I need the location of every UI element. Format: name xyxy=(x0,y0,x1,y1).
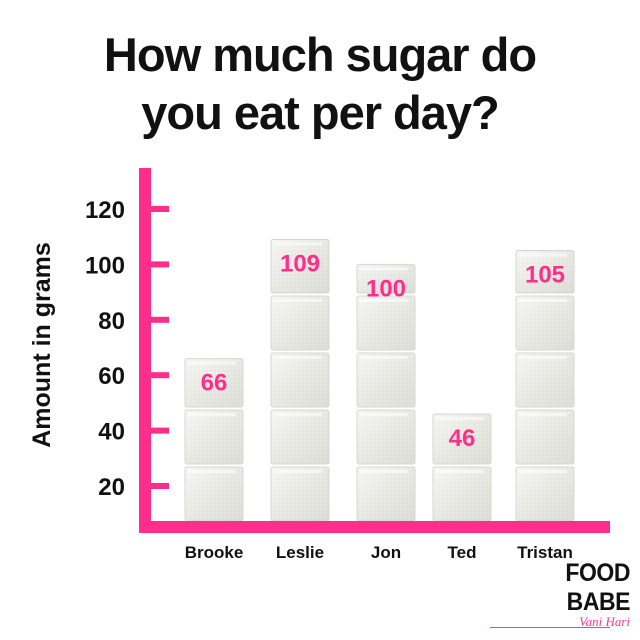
data-label: 66 xyxy=(201,370,228,397)
sugar-cube-texture xyxy=(272,468,328,520)
data-label: 109 xyxy=(280,250,320,277)
sugar-cube-highlight xyxy=(274,299,322,302)
sugar-cube-highlight xyxy=(188,470,236,473)
sugar-cube-highlight xyxy=(360,413,408,416)
brand-name: FOOD BABE xyxy=(565,559,630,616)
sugar-cube-texture xyxy=(186,468,242,520)
sugar-cube-texture xyxy=(272,411,328,463)
y-tick-label: 120 xyxy=(85,197,125,224)
sugar-cube-highlight xyxy=(274,242,322,246)
sugar-cube-highlight xyxy=(519,356,567,359)
x-tick-label: Tristan xyxy=(517,543,573,562)
x-tick-label: Jon xyxy=(371,543,401,562)
y-tick-label: 60 xyxy=(98,363,125,390)
sugar-cube-highlight xyxy=(519,413,567,416)
sugar-cube-texture xyxy=(186,411,242,463)
title-line-2: you eat per day? xyxy=(141,86,500,139)
sugar-cube-highlight xyxy=(360,299,408,302)
sugar-cube-texture xyxy=(358,411,414,463)
sugar-cube-texture xyxy=(186,359,242,406)
y-tick-mark xyxy=(145,483,169,489)
y-tick-mark xyxy=(145,427,169,434)
y-tick-label: 40 xyxy=(98,419,125,446)
sugar-cube-highlight xyxy=(274,470,322,473)
axes xyxy=(139,168,610,533)
sugar-cube-texture xyxy=(517,411,573,463)
sugar-cube-texture xyxy=(358,354,414,406)
sugar-cube-texture xyxy=(517,354,573,406)
y-axis-line xyxy=(139,168,151,533)
y-tick-label: 20 xyxy=(98,474,125,501)
x-tick-label: Leslie xyxy=(276,543,324,562)
sugar-cube-texture xyxy=(272,354,328,406)
x-axis-labels: Brooke Leslie Jon Ted Tristan xyxy=(185,543,573,562)
sugar-cube-highlight xyxy=(436,416,484,420)
sugar-cube-highlight xyxy=(436,470,484,473)
y-tick-label: 80 xyxy=(98,308,125,335)
sugar-cube-texture xyxy=(517,297,573,349)
sugar-cube-highlight xyxy=(360,267,408,271)
bar-ted xyxy=(432,413,492,522)
x-tick-label: Brooke xyxy=(185,543,244,562)
y-tick-label: 100 xyxy=(85,252,125,279)
bars-layer xyxy=(184,238,575,522)
sugar-cube-highlight xyxy=(519,253,567,257)
sugar-cube-texture xyxy=(434,414,490,463)
sugar-cube-texture xyxy=(272,297,328,349)
y-tick-mark xyxy=(145,316,169,323)
brand-logo: FOOD BABE Vani Hari xyxy=(490,559,630,630)
chart-title: How much sugar do you eat per day? xyxy=(0,26,640,142)
sugar-cube-texture xyxy=(517,251,573,292)
bar-tristan xyxy=(515,250,575,522)
bar-jon xyxy=(356,263,416,522)
sugar-cube-highlight xyxy=(519,470,567,473)
y-tick-mark xyxy=(145,261,169,268)
sugar-cube-highlight xyxy=(274,413,322,416)
title-line-1: How much sugar do xyxy=(103,28,537,81)
sugar-cube-highlight xyxy=(274,356,322,359)
sugar-cube-highlight xyxy=(360,356,408,359)
y-tick-mark xyxy=(145,372,169,379)
sugar-cube-highlight xyxy=(188,413,236,416)
data-labels: 66 109 100 46 105 xyxy=(201,250,565,452)
sugar-cube-texture xyxy=(434,468,490,520)
sugar-cube-highlight xyxy=(360,470,408,473)
sugar-cube-texture xyxy=(517,468,573,520)
brand-subtitle: Vani Hari xyxy=(579,614,630,629)
sugar-cube-highlight xyxy=(188,361,236,365)
data-label: 105 xyxy=(525,262,565,289)
data-label: 46 xyxy=(449,425,476,452)
x-tick-label: Ted xyxy=(448,543,477,562)
sugar-cube-texture xyxy=(272,240,328,292)
sugar-cube-highlight xyxy=(519,299,567,302)
y-axis-ticks: 20 40 60 80 100 120 xyxy=(85,197,169,501)
brand-divider xyxy=(490,627,610,628)
sugar-cube-texture xyxy=(358,297,414,349)
y-axis-label: Amount in grams xyxy=(28,242,56,448)
bar-brooke xyxy=(184,358,244,522)
sugar-cube-texture xyxy=(358,468,414,520)
x-axis-line xyxy=(139,521,610,533)
bar-leslie xyxy=(270,238,330,522)
data-label: 100 xyxy=(366,275,406,302)
y-tick-mark xyxy=(145,206,169,212)
